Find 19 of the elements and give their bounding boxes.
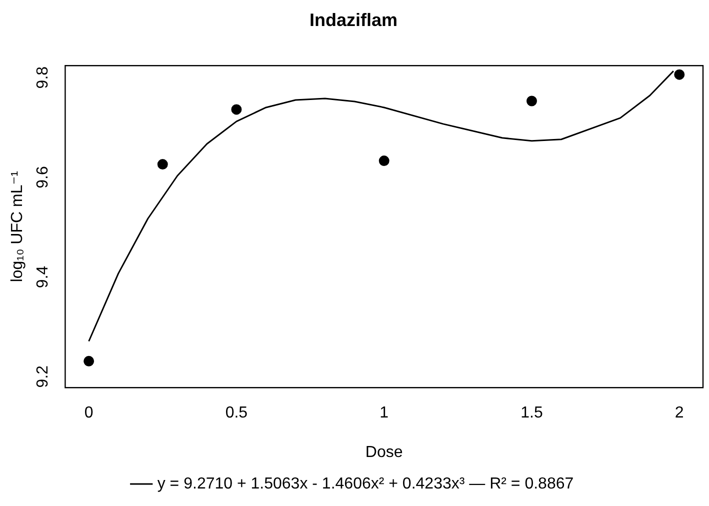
y-tick-label: 9.4 (34, 266, 52, 288)
point (526, 96, 537, 106)
x-tick-label: 0.5 (225, 404, 248, 422)
y-tick-label: 9.2 (34, 365, 52, 388)
y-tick-label: 9.8 (34, 66, 52, 89)
x-tick-label: 1.5 (520, 404, 543, 422)
x-tick-label: 2 (674, 404, 684, 422)
point (231, 104, 242, 115)
x-axis-title: Dose (365, 444, 403, 461)
point (157, 159, 168, 170)
y-tick-label: 9.6 (34, 166, 52, 188)
point (378, 156, 390, 166)
chart-title: Indaziflam (309, 10, 398, 30)
point (84, 356, 94, 366)
x-tick-label: 1 (380, 404, 389, 422)
y-axis-title: log₁₀ UFC mL⁻¹ (9, 171, 26, 282)
x-tick-label: 0 (84, 404, 94, 422)
legend-label: y = 9.2710 + 1.5063x - 1.4606x² + 0.4233x³ — R² = 0.8867 (157, 475, 574, 492)
point (674, 69, 685, 80)
